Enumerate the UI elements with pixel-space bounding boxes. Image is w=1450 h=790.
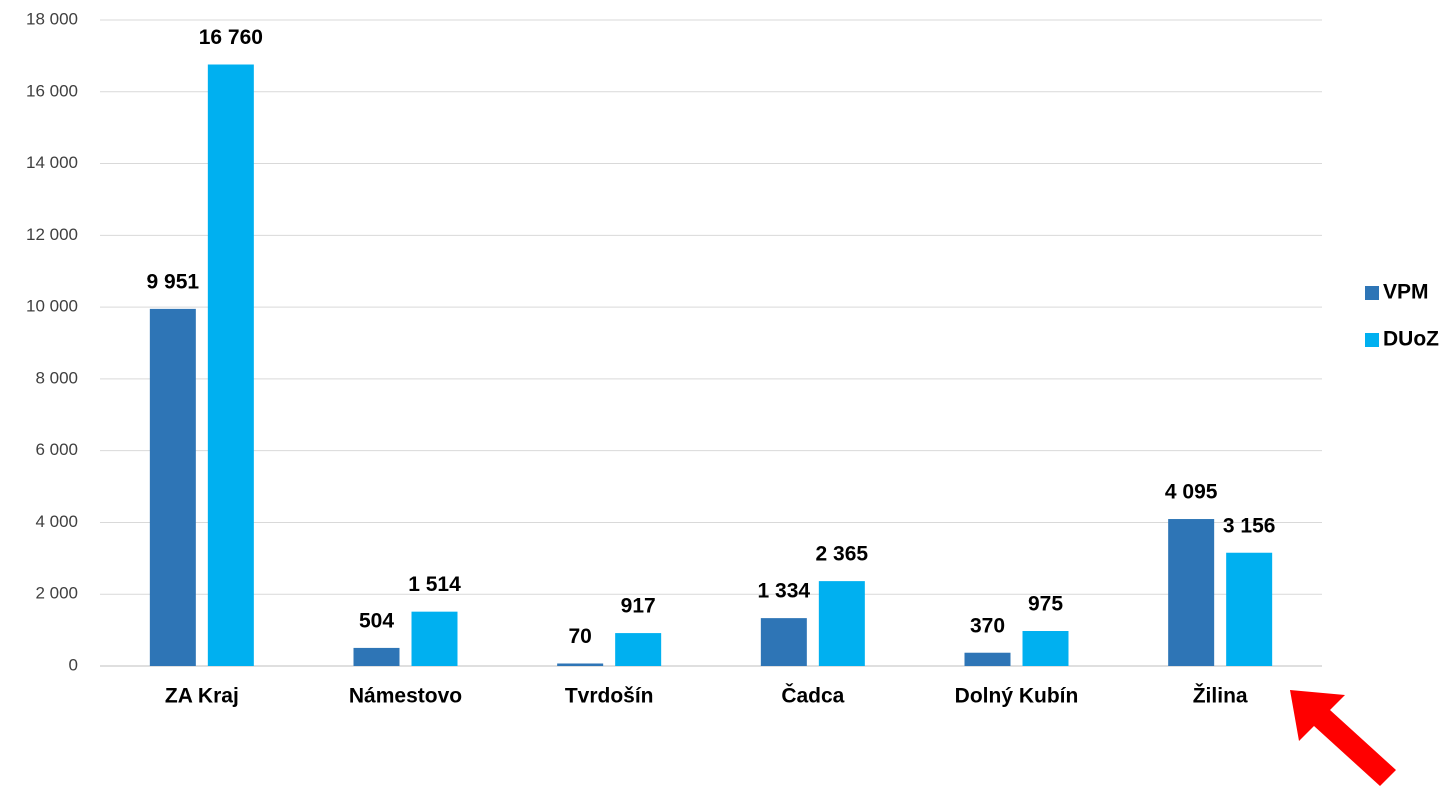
data-label: 1 514	[408, 573, 461, 596]
data-label: 70	[568, 625, 591, 648]
x-tick-label: Dolný Kubín	[955, 685, 1079, 708]
bar	[1022, 631, 1069, 666]
y-tick-label: 4 000	[35, 512, 78, 531]
legend-label: VPM	[1383, 281, 1429, 304]
data-label: 4 095	[1165, 481, 1218, 504]
bar	[557, 663, 604, 666]
bar	[411, 611, 458, 666]
bar	[1168, 519, 1215, 666]
data-label: 16 760	[199, 26, 263, 49]
bar	[760, 618, 807, 666]
legend-swatch	[1365, 333, 1379, 347]
bar	[207, 64, 254, 667]
x-tick-label: Čadca	[781, 684, 844, 708]
y-tick-label: 10 000	[26, 297, 78, 316]
y-tick-label: 14 000	[26, 153, 78, 172]
bar	[353, 647, 400, 666]
data-label: 975	[1028, 593, 1063, 616]
x-tick-label: ZA Kraj	[165, 685, 239, 708]
data-label: 1 334	[758, 580, 811, 603]
data-label: 3 156	[1223, 514, 1276, 537]
y-tick-label: 18 000	[26, 9, 78, 28]
bar	[149, 308, 196, 666]
data-label: 2 365	[816, 543, 869, 566]
y-tick-label: 12 000	[26, 225, 78, 244]
data-label: 917	[621, 595, 656, 618]
bar	[818, 581, 865, 666]
x-tick-label: Námestovo	[349, 685, 462, 708]
red-arrow	[1290, 690, 1396, 786]
y-tick-label: 16 000	[26, 81, 78, 100]
bar	[1226, 552, 1273, 666]
y-tick-label: 2 000	[35, 584, 78, 603]
legend-label: DUoZ	[1383, 328, 1439, 351]
y-tick-label: 8 000	[35, 368, 78, 387]
bar	[615, 633, 662, 666]
bar	[964, 652, 1011, 666]
y-tick-label: 0	[69, 655, 78, 674]
y-tick-label: 6 000	[35, 440, 78, 459]
data-label: 9 951	[147, 270, 200, 293]
x-tick-label: Žilina	[1193, 684, 1248, 708]
legend-swatch	[1365, 286, 1379, 300]
x-tick-label: Tvrdošín	[565, 685, 654, 708]
data-label: 370	[970, 614, 1005, 637]
data-label: 504	[359, 609, 394, 632]
